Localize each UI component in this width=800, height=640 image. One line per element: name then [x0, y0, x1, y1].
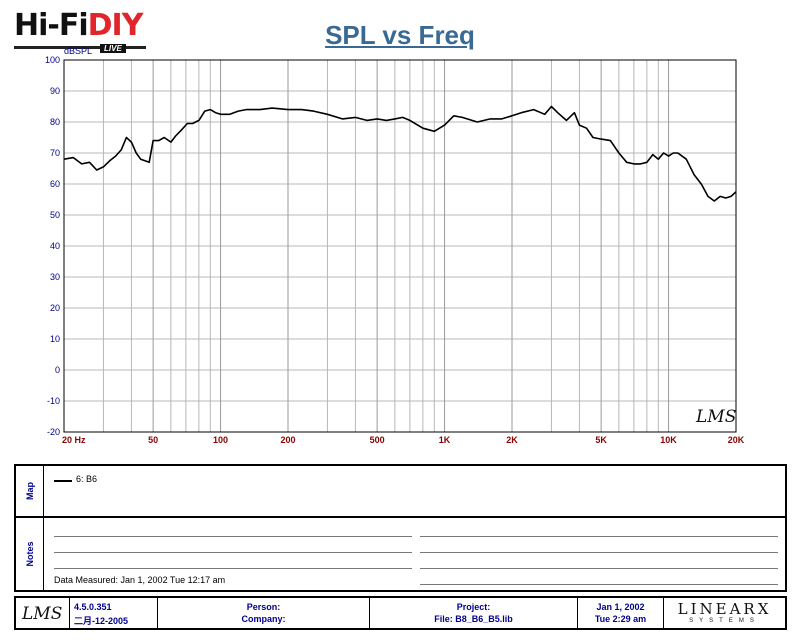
map-label: Map: [24, 482, 35, 500]
y-axis-unit: dBSPL: [64, 46, 93, 56]
lms-watermark: LMS: [695, 407, 736, 427]
y-tick-label: -20: [47, 427, 60, 437]
file-label: File: B8_B6_B5.lib: [434, 614, 513, 624]
x-tick-label: 1K: [439, 435, 451, 445]
build-date: 二月-12-2005: [74, 616, 129, 626]
x-tick-label: 100: [213, 435, 228, 445]
chart-title: SPL vs Freq: [325, 20, 475, 50]
x-tick-label: 50: [148, 435, 158, 445]
project-label: Project:: [456, 602, 491, 612]
y-tick-label: 70: [50, 148, 60, 158]
x-tick-label: 200: [280, 435, 295, 445]
y-tick-label: 20: [50, 303, 60, 313]
y-tick-label: 30: [50, 272, 60, 282]
note-line: [420, 568, 778, 569]
logo-text: Hi-FiDIY: [14, 8, 143, 43]
footer-time: Tue 2:29 am: [594, 614, 647, 624]
person-label: Person:: [246, 602, 281, 612]
y-tick-label: 10: [50, 334, 60, 344]
company-label: Company:: [241, 614, 286, 624]
x-tick-label: 500: [370, 435, 385, 445]
y-tick-label: -10: [47, 396, 60, 406]
note-line: [420, 584, 778, 585]
x-tick-label: 2K: [506, 435, 518, 445]
footer-project-cell: Project: File: B8_B6_B5.lib: [370, 598, 578, 628]
footer: LMS 4.5.0.351 二月-12-2005 Person: Company…: [14, 596, 787, 630]
y-tick-label: 100: [45, 55, 60, 65]
y-tick-label: 0: [55, 365, 60, 375]
plot-frame: [63, 59, 737, 433]
hifidiy-logo: Hi-FiDIY LIVE: [14, 10, 148, 54]
map-panel: Map 6: B6: [14, 464, 787, 518]
footer-person-cell: Person: Company:: [158, 598, 370, 628]
x-tick-label: 20K: [728, 435, 745, 445]
date-measured: Data Measured: Jan 1, 2002 Tue 12:17 am: [54, 575, 226, 585]
x-tick-label: 20 Hz: [62, 435, 86, 445]
footer-linearx-cell: LINEARX SYSTEMS: [664, 598, 785, 628]
notes-tab: Notes: [16, 518, 44, 590]
legend-entry: 6: B6: [76, 474, 98, 484]
note-line: [420, 536, 778, 537]
y-tick-label: 90: [50, 86, 60, 96]
notes-panel: Notes Data Measured: Jan 1, 2002 Tue 12:…: [14, 518, 787, 592]
map-tab: Map: [16, 466, 44, 516]
series-layer: [63, 105, 737, 202]
linearx-subtitle: SYSTEMS: [689, 618, 760, 624]
footer-version-cell: 4.5.0.351 二月-12-2005: [70, 598, 158, 628]
linearx-logo: LINEARX: [677, 600, 772, 618]
logo-live-badge: LIVE: [100, 44, 126, 53]
footer-date: Jan 1, 2002: [596, 602, 645, 612]
note-line: [54, 536, 412, 537]
notes-label: Notes: [24, 541, 35, 567]
note-line: [54, 552, 412, 553]
y-tick-label: 50: [50, 210, 60, 220]
note-line: [54, 568, 412, 569]
y-tick-label: 80: [50, 117, 60, 127]
footer-lms-cell: LMS: [16, 598, 70, 628]
legend-swatch: [54, 480, 72, 482]
lms-logo: LMS: [22, 604, 63, 624]
note-line: [420, 552, 778, 553]
series-line-b6: [63, 105, 737, 202]
x-tick-label: 10K: [660, 435, 677, 445]
x-tick-label: 5K: [595, 435, 607, 445]
grid: [63, 59, 737, 433]
logo-underline: [14, 46, 146, 49]
x-tick-labels: 20 Hz 50 100 200 500 1K 2K 5K 10K 20K: [62, 435, 745, 445]
y-tick-label: 60: [50, 179, 60, 189]
version: 4.5.0.351: [74, 602, 112, 612]
y-tick-label: 40: [50, 241, 60, 251]
footer-date-cell: Jan 1, 2002 Tue 2:29 am: [578, 598, 664, 628]
